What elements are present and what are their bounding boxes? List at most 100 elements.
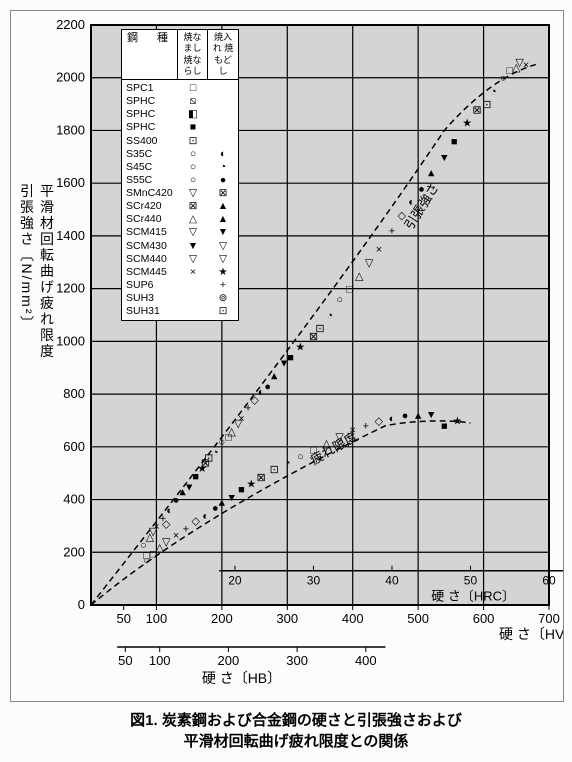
legend-marker-anneal: ⊠ (178, 200, 208, 213)
legend-steel-name: SPHC (122, 121, 178, 134)
legend-marker-quench: ⊠ (208, 187, 238, 200)
legend-marker-anneal: ⊡ (178, 135, 208, 148)
svg-text:★: ★ (462, 119, 472, 131)
caption-line2: 平滑材回転曲げ疲れ限度との関係 (184, 733, 409, 750)
svg-text:▼: ▼ (428, 410, 435, 422)
svg-text:50: 50 (116, 611, 130, 626)
chart-container: 平滑材回転曲げ疲れ限度 引張強さ〔N/mm²〕 0200400600800100… (10, 10, 564, 702)
legend-marker-anneal: ▽ (178, 226, 208, 239)
y-axis-label-tensile: 引張強さ〔N/mm²〕 (19, 184, 35, 332)
legend-steel-name: SUH3 (122, 292, 178, 305)
svg-text:●: ● (402, 411, 409, 423)
svg-text:⊡: ⊡ (315, 324, 324, 336)
svg-text:×: × (523, 61, 530, 73)
svg-text:⊠: ⊠ (257, 473, 266, 485)
legend-marker-quench: ⊚ (208, 292, 238, 305)
svg-text:▲: ▲ (415, 411, 422, 423)
legend-steel-name: S55C (122, 174, 178, 187)
svg-text:■: ■ (287, 353, 294, 365)
legend-row: SPHC ⧅ (122, 95, 238, 108)
svg-text:20: 20 (228, 574, 242, 588)
legend-row: SCr420 ⊠ ▲ (122, 200, 238, 213)
legend-marker-quench: ▼ (208, 226, 238, 239)
svg-text:▲: ▲ (219, 498, 226, 510)
svg-text:▼: ▼ (228, 493, 235, 505)
y-axis-label-combined: 平滑材回転曲げ疲れ限度 引張強さ〔N/mm²〕 (17, 184, 57, 529)
svg-text:+: + (362, 422, 369, 434)
svg-text:■: ■ (238, 485, 245, 497)
legend-row: SCM440 ▽ ▽ (122, 253, 238, 266)
svg-text:600: 600 (63, 439, 85, 454)
legend-steel-name: SPHC (122, 108, 178, 121)
legend-row: SPHC ◧ (122, 108, 238, 121)
svg-text:▲: ▲ (428, 169, 435, 181)
svg-text:●: ● (264, 382, 271, 394)
legend-row: SUH3 ⊚ (122, 292, 238, 305)
legend-row: S45C ○ ◔ (122, 161, 238, 174)
legend-header: 鋼 種 焼なまし 焼ならし 焼入れ 焼もどし (122, 30, 238, 80)
svg-text:⊠: ⊠ (472, 105, 481, 117)
svg-text:500: 500 (407, 611, 429, 626)
svg-text:×: × (238, 414, 245, 426)
svg-text:600: 600 (473, 611, 495, 626)
svg-text:◐: ◐ (202, 511, 209, 523)
legend-marker-quench: ▲ (208, 213, 238, 226)
legend-marker-anneal: ○ (178, 174, 208, 187)
legend-marker-quench: ▽ (208, 253, 238, 266)
plot-svg: 0200400600800100012001400160018002000220… (11, 11, 563, 701)
svg-text:400: 400 (342, 611, 364, 626)
svg-text:■: ■ (441, 422, 448, 434)
legend-steel-name: SPHC (122, 95, 178, 108)
legend-row: SCM445 × ★ (122, 266, 238, 279)
svg-text:1400: 1400 (56, 228, 85, 243)
legend-row: SUH31 ⊡ (122, 305, 238, 318)
legend-row: SCr440 △ ▲ (122, 213, 238, 226)
svg-text:▲: ▲ (271, 372, 278, 384)
legend-row: S35C ○ ◐ (122, 148, 238, 161)
caption-line1: 図1. 炭素鋼および合金鋼の硬さと引張強さおよび (130, 712, 462, 729)
legend-marker-anneal: ○ (178, 148, 208, 161)
svg-text:100: 100 (146, 611, 168, 626)
svg-text:400: 400 (355, 653, 377, 668)
legend-row: SCM415 ▽ ▼ (122, 226, 238, 239)
legend-marker-quench: ◔ (208, 161, 238, 174)
svg-text:1000: 1000 (56, 333, 85, 348)
legend-marker-quench: ★ (208, 266, 238, 279)
legend-row: SPC1 □ (122, 82, 238, 95)
legend-rows: SPC1 □ SPHC ⧅ SPHC ◧ SPHC ■ SS400 ⊡ S35C… (122, 80, 238, 320)
legend-row: SUP6 + (122, 279, 238, 292)
svg-text:100: 100 (149, 653, 171, 668)
svg-text:◔: ◔ (212, 448, 219, 460)
legend-steel-name: S35C (122, 148, 178, 161)
svg-text:○: ○ (336, 295, 343, 307)
svg-text:■: ■ (451, 137, 458, 149)
legend-marker-anneal: ○ (178, 161, 208, 174)
svg-text:◇: ◇ (375, 416, 384, 428)
legend-marker-quench: + (208, 279, 238, 292)
svg-text:+: + (183, 525, 190, 537)
svg-text:2000: 2000 (56, 70, 85, 85)
svg-text:⊡: ⊡ (482, 100, 491, 112)
legend-steel-name: SCr420 (122, 200, 178, 213)
svg-text:◔: ◔ (490, 87, 497, 99)
legend-row: S55C ○ ● (122, 174, 238, 187)
svg-text:+: + (389, 227, 396, 239)
legend-marker-quench: ⊡ (208, 305, 238, 318)
legend-marker-quench: ▽ (208, 240, 238, 253)
legend-box: 鋼 種 焼なまし 焼ならし 焼入れ 焼もどし SPC1 □ SPHC ⧅ SPH… (121, 29, 239, 321)
legend-steel-name: SCr440 (122, 213, 178, 226)
svg-text:1600: 1600 (56, 175, 85, 190)
legend-steel-name: SPC1 (122, 82, 178, 95)
svg-text:1800: 1800 (56, 122, 85, 137)
svg-text:700: 700 (538, 611, 560, 626)
svg-text:★: ★ (246, 480, 256, 492)
legend-row: SCM430 ▼ ▽ (122, 240, 238, 253)
legend-steel-name: SMnC420 (122, 187, 178, 200)
legend-header-steel: 鋼 種 (122, 30, 178, 79)
svg-text:□: □ (346, 285, 353, 297)
svg-text:800: 800 (63, 386, 85, 401)
svg-text:★: ★ (452, 416, 462, 428)
y-axis-label-fatigue: 平滑材回転曲げ疲れ限度 (39, 184, 55, 360)
legend-header-quench: 焼入れ 焼もどし (208, 30, 238, 79)
svg-text:50: 50 (464, 574, 478, 588)
